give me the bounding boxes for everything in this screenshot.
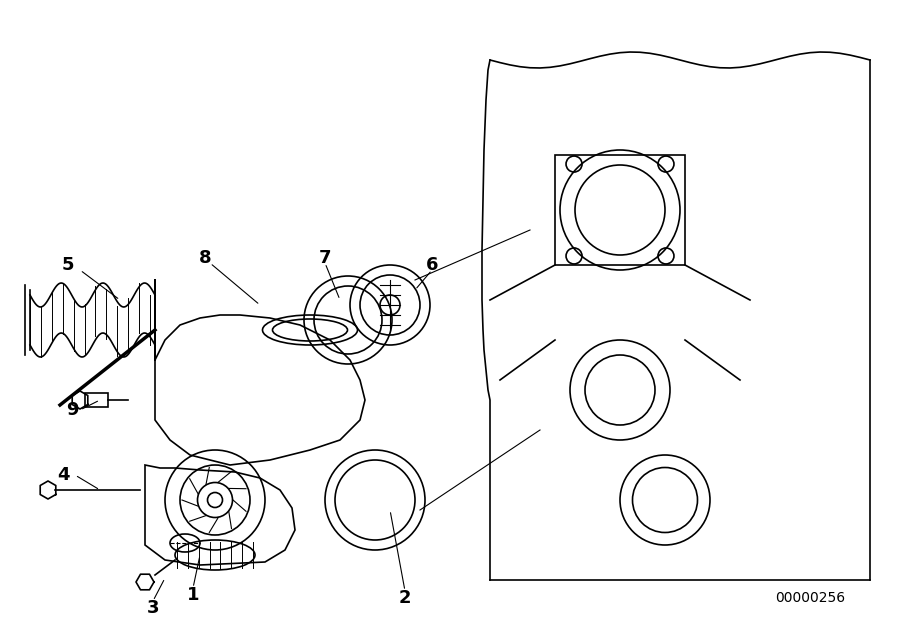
Text: 2: 2 [399, 589, 411, 607]
Text: 1: 1 [187, 586, 199, 604]
Text: 6: 6 [426, 256, 438, 274]
Text: 9: 9 [66, 401, 78, 419]
Text: 3: 3 [147, 599, 159, 617]
Text: 8: 8 [199, 249, 212, 267]
Bar [85, 393, 108, 407]
Text: 5: 5 [62, 256, 74, 274]
Text: 7: 7 [319, 249, 331, 267]
Text: 4: 4 [57, 466, 69, 484]
Text: 00000256: 00000256 [775, 591, 845, 605]
